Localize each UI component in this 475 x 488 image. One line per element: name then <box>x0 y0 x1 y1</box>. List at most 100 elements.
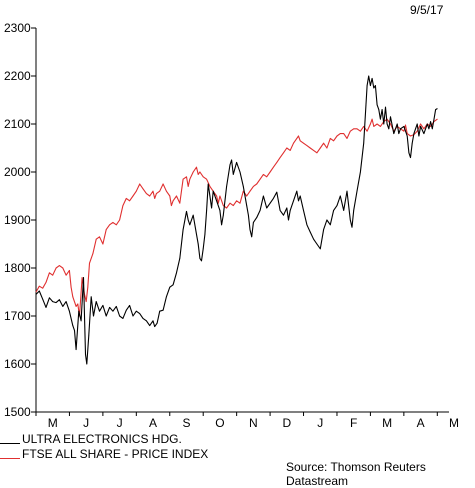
data-point <box>171 205 172 207</box>
data-point <box>390 116 391 118</box>
data-point <box>222 205 224 207</box>
data-point <box>176 195 177 197</box>
data-point <box>99 310 100 312</box>
data-point <box>35 291 37 293</box>
data-point <box>323 229 324 231</box>
data-point <box>45 282 47 283</box>
data-point <box>112 310 114 312</box>
data-point <box>436 118 438 120</box>
data-point <box>416 123 418 125</box>
data-point <box>179 258 181 259</box>
x-tick-label: M <box>449 416 459 430</box>
data-point <box>393 133 395 135</box>
data-point <box>368 75 370 77</box>
data-point <box>182 229 184 231</box>
data-point <box>363 142 365 144</box>
data-point <box>286 147 288 149</box>
data-point <box>231 159 233 161</box>
data-point <box>86 363 88 365</box>
data-point <box>423 128 425 130</box>
data-point <box>172 200 174 202</box>
data-point <box>349 130 351 132</box>
x-tick-label: J <box>317 416 323 430</box>
data-point <box>413 133 415 135</box>
data-point <box>256 183 258 185</box>
data-point <box>132 315 134 317</box>
y-tick-label: 1700 <box>4 309 31 323</box>
data-point <box>109 224 110 226</box>
data-point <box>306 145 308 147</box>
data-point <box>343 133 345 135</box>
data-point <box>219 195 221 197</box>
data-point <box>366 130 368 132</box>
data-point <box>226 207 228 209</box>
data-point <box>146 320 147 322</box>
data-point <box>212 190 214 192</box>
data-point <box>187 186 189 187</box>
data-point <box>49 272 50 274</box>
data-point <box>162 309 164 311</box>
y-tick-label: 2300 <box>4 21 31 35</box>
data-point <box>38 285 40 287</box>
data-point <box>336 205 338 207</box>
data-point <box>74 330 75 331</box>
data-point <box>373 87 375 89</box>
series-1 <box>35 118 438 317</box>
data-point <box>207 183 209 185</box>
data-point <box>329 224 331 226</box>
data-point <box>199 258 201 259</box>
data-point <box>273 166 274 168</box>
data-point <box>405 124 406 126</box>
data-point <box>266 176 268 178</box>
data-point <box>90 296 92 298</box>
y-tick-label: 1900 <box>4 213 31 227</box>
data-point <box>390 123 391 125</box>
legend-swatch-black <box>0 443 20 445</box>
data-point <box>253 222 254 223</box>
data-point <box>299 140 301 142</box>
data-point <box>319 147 321 149</box>
data-point <box>360 130 361 132</box>
data-point <box>313 150 314 151</box>
y-tick-label: 2200 <box>4 69 31 83</box>
x-tick-label: N <box>249 416 258 430</box>
data-point <box>85 301 87 302</box>
data-point <box>370 85 371 86</box>
data-point <box>346 190 348 192</box>
data-point <box>69 310 70 312</box>
data-point <box>351 226 353 228</box>
data-point <box>105 229 107 231</box>
data-point <box>92 253 94 255</box>
x-tick-label: S <box>182 416 190 430</box>
data-point <box>115 224 117 226</box>
data-point <box>370 123 371 125</box>
data-point <box>256 217 258 219</box>
data-point <box>276 162 278 163</box>
data-point <box>42 298 44 300</box>
data-point <box>52 301 54 302</box>
data-point <box>125 198 127 199</box>
data-point <box>222 214 224 216</box>
x-tick-label: J <box>83 416 89 430</box>
data-point <box>80 320 82 322</box>
data-point <box>135 310 137 312</box>
data-point <box>279 157 281 159</box>
data-point <box>269 171 271 173</box>
data-point <box>139 183 141 185</box>
data-point <box>249 229 251 231</box>
data-point <box>87 286 89 288</box>
data-point <box>221 224 223 226</box>
data-point <box>349 219 351 221</box>
data-point <box>423 133 425 135</box>
data-point <box>125 309 127 311</box>
data-point <box>403 130 405 132</box>
data-point <box>122 205 124 207</box>
data-point <box>45 307 47 308</box>
data-point <box>211 207 213 209</box>
data-point <box>430 121 431 122</box>
data-point <box>83 277 84 278</box>
data-point <box>35 294 37 295</box>
data-point <box>356 128 358 130</box>
data-point <box>189 224 191 226</box>
data-point <box>375 85 376 86</box>
